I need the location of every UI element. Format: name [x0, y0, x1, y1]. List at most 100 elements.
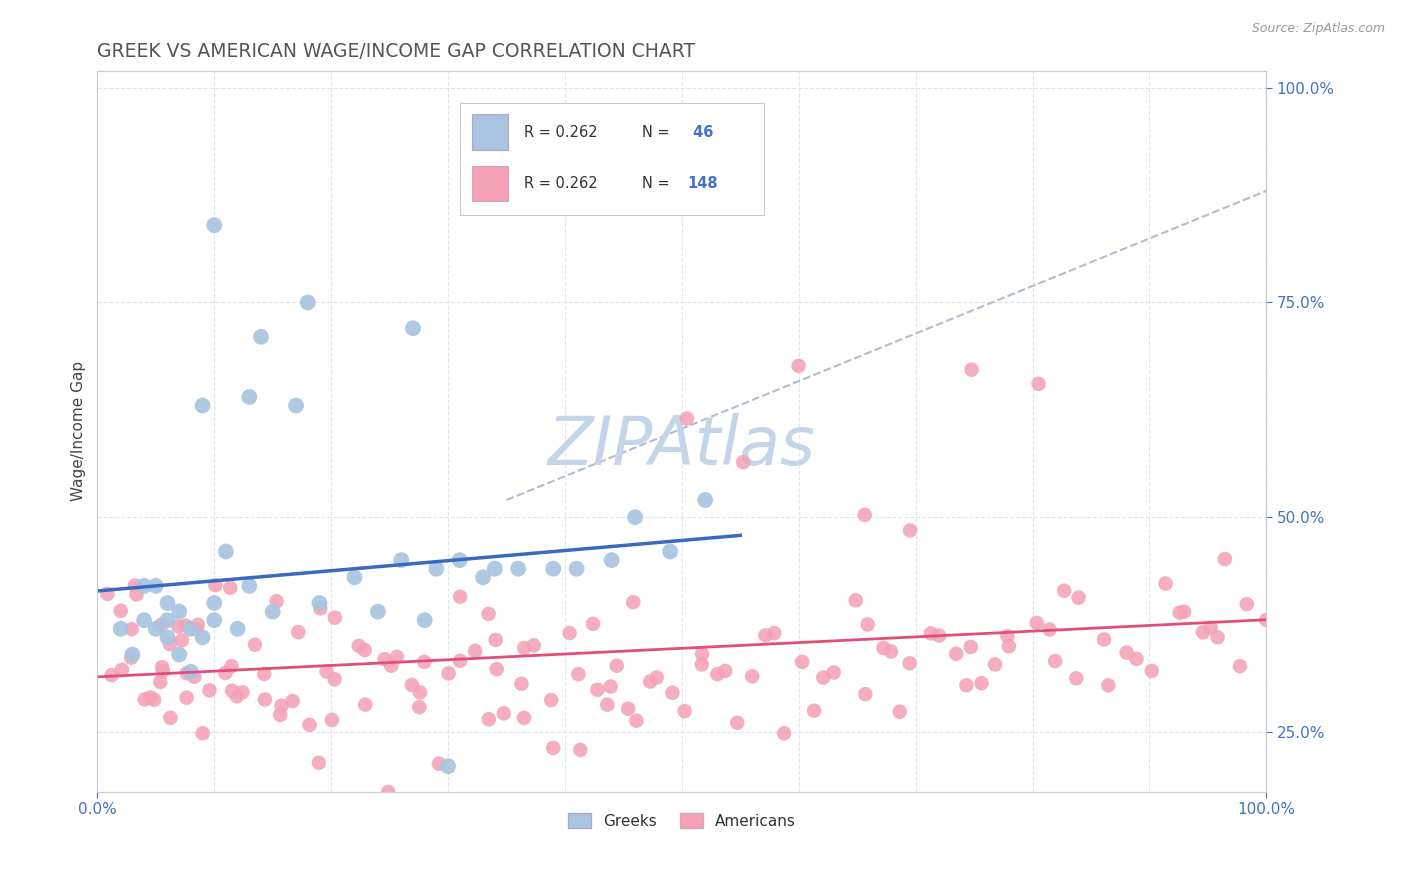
Point	[928, 629, 950, 643]
Point	[174, 618, 197, 632]
Point	[558, 626, 581, 640]
Point	[449, 553, 471, 567]
Point	[787, 359, 810, 373]
Point	[754, 628, 776, 642]
Point	[156, 596, 179, 610]
Legend: Greeks, Americans: Greeks, Americans	[562, 806, 801, 835]
Point	[198, 683, 221, 698]
Point	[315, 665, 337, 679]
Point	[134, 692, 156, 706]
Point	[437, 759, 460, 773]
Point	[1168, 606, 1191, 620]
Point	[725, 715, 748, 730]
Point	[606, 658, 628, 673]
Point	[437, 666, 460, 681]
Point	[872, 640, 894, 655]
Point	[676, 411, 699, 425]
Point	[478, 712, 501, 726]
Point	[353, 643, 375, 657]
Point	[792, 655, 814, 669]
Point	[1092, 632, 1115, 647]
Point	[1140, 664, 1163, 678]
Point	[167, 648, 190, 662]
Point	[409, 685, 432, 699]
Text: ZIPAtlas: ZIPAtlas	[548, 413, 815, 479]
Point	[1173, 605, 1195, 619]
Point	[1154, 576, 1177, 591]
Point	[485, 632, 508, 647]
Point	[297, 295, 319, 310]
Point	[202, 596, 225, 610]
Point	[586, 682, 609, 697]
Point	[219, 581, 242, 595]
Point	[149, 675, 172, 690]
Point	[156, 631, 179, 645]
Point	[995, 629, 1018, 643]
Point	[510, 677, 533, 691]
Point	[110, 604, 132, 618]
Point	[380, 658, 402, 673]
Point	[600, 553, 623, 567]
Point	[176, 690, 198, 705]
Point	[1192, 625, 1215, 640]
Point	[215, 544, 238, 558]
Point	[1038, 623, 1060, 637]
Point	[243, 638, 266, 652]
Point	[408, 700, 430, 714]
Point	[970, 676, 993, 690]
Point	[1064, 671, 1087, 685]
Point	[120, 650, 142, 665]
Point	[159, 711, 181, 725]
Point	[1256, 613, 1278, 627]
Point	[150, 660, 173, 674]
Point	[596, 698, 619, 712]
Point	[343, 570, 366, 584]
Point	[308, 756, 330, 770]
Point	[262, 845, 284, 859]
Point	[347, 639, 370, 653]
Point	[176, 666, 198, 681]
Point	[377, 785, 399, 799]
Point	[139, 690, 162, 705]
Point	[898, 656, 921, 670]
Point	[1206, 630, 1229, 644]
Point	[624, 510, 647, 524]
Point	[449, 590, 471, 604]
Point	[425, 562, 447, 576]
Point	[191, 631, 214, 645]
Point	[741, 669, 763, 683]
Point	[180, 622, 202, 636]
Point	[889, 705, 911, 719]
Y-axis label: Wage/Income Gap: Wage/Income Gap	[72, 361, 86, 501]
Point	[638, 674, 661, 689]
Point	[270, 698, 292, 713]
Point	[1229, 659, 1251, 673]
Point	[659, 544, 682, 558]
Point	[1053, 583, 1076, 598]
Text: GREEK VS AMERICAN WAGE/INCOME GAP CORRELATION CHART: GREEK VS AMERICAN WAGE/INCOME GAP CORREL…	[97, 42, 696, 61]
Point	[478, 607, 501, 621]
Point	[541, 740, 564, 755]
Point	[156, 613, 179, 627]
Point	[599, 680, 621, 694]
Point	[626, 714, 648, 728]
Point	[231, 685, 253, 699]
Point	[661, 686, 683, 700]
Point	[541, 562, 564, 576]
Point	[856, 617, 879, 632]
Point	[621, 595, 644, 609]
Point	[145, 579, 167, 593]
Point	[298, 718, 321, 732]
Point	[582, 616, 605, 631]
Point	[250, 330, 273, 344]
Point	[225, 690, 247, 704]
Point	[998, 640, 1021, 654]
Point	[389, 553, 412, 567]
Point	[540, 693, 562, 707]
Point	[1115, 646, 1137, 660]
Point	[413, 613, 436, 627]
Point	[323, 673, 346, 687]
Point	[238, 390, 260, 404]
Point	[238, 579, 260, 593]
Point	[690, 657, 713, 672]
